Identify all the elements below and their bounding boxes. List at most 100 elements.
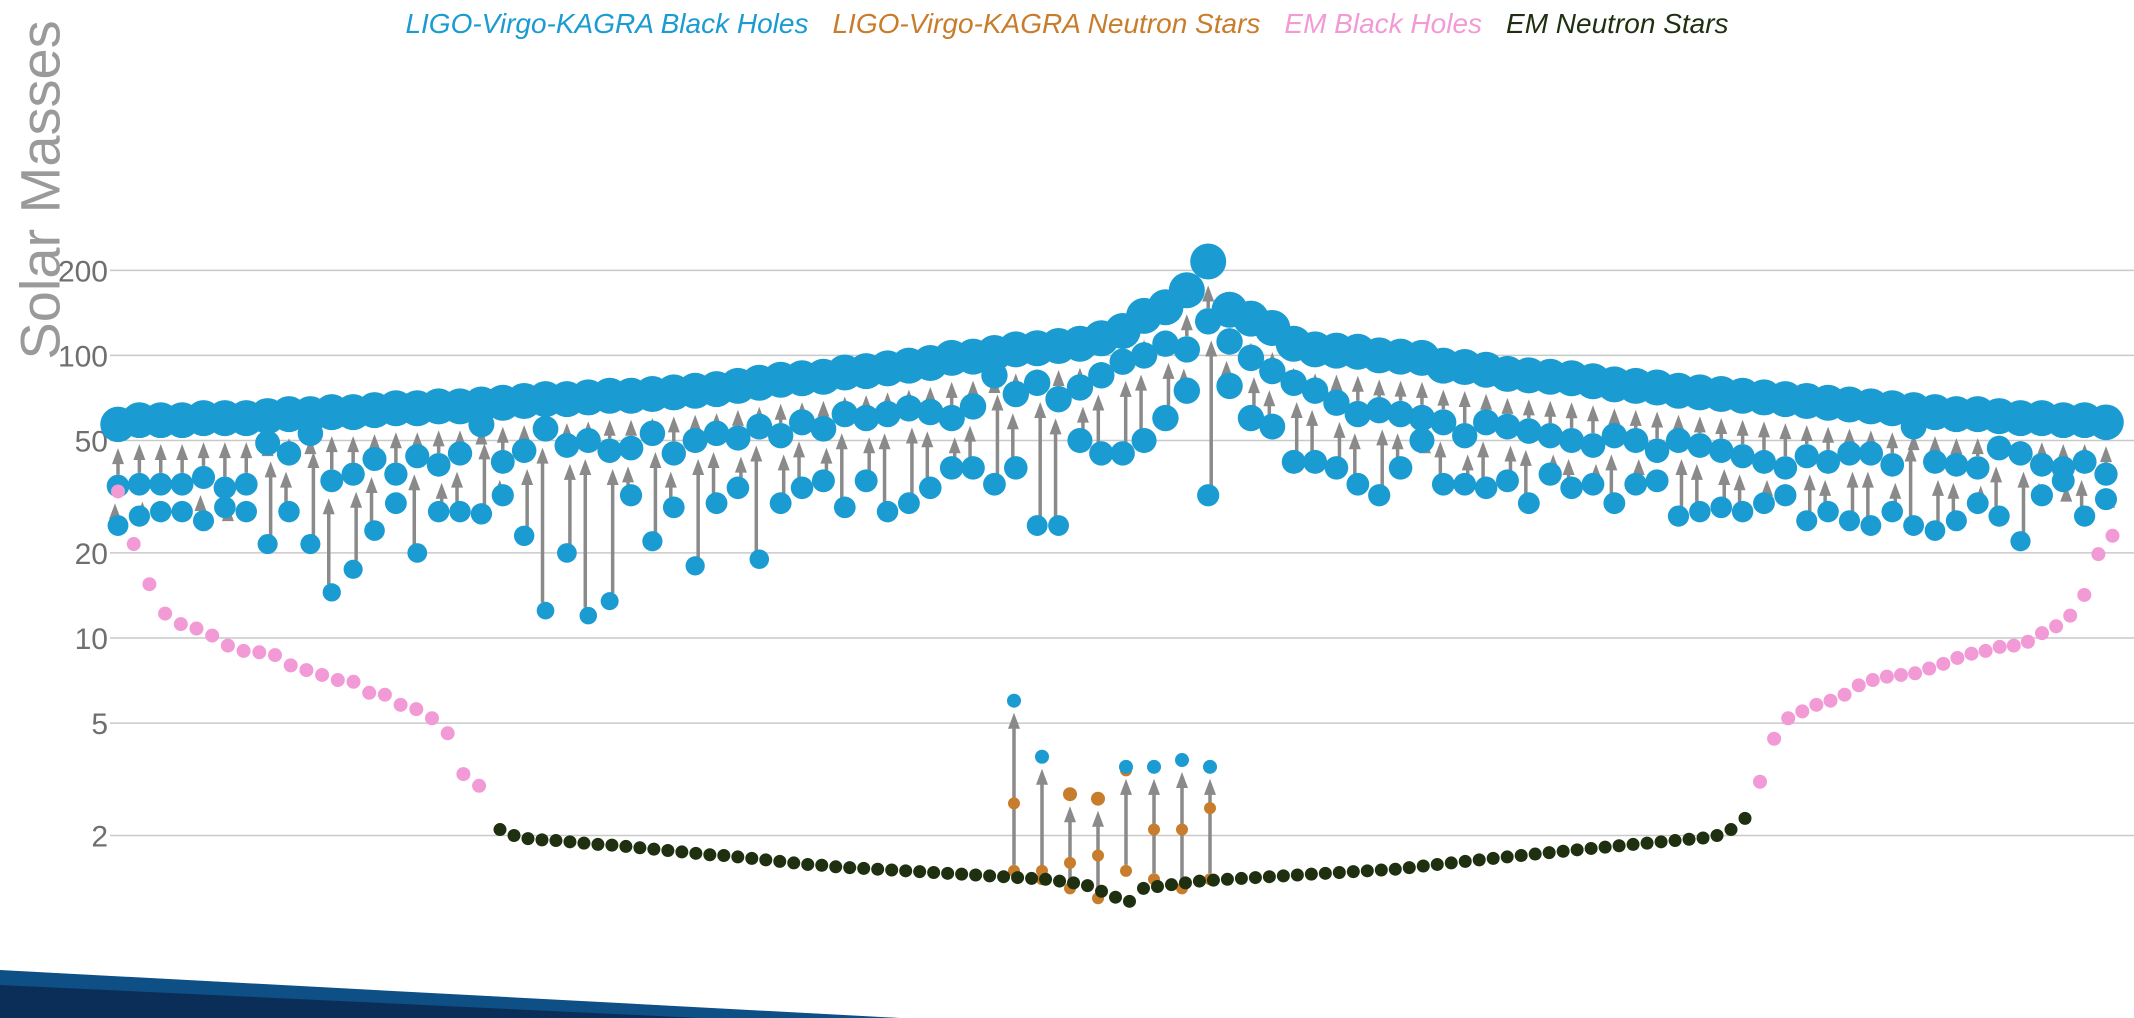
merger-arrow	[1052, 369, 1065, 386]
bh-component-2	[1774, 484, 1797, 507]
bh-component-1	[213, 476, 237, 500]
merger-arrow	[945, 381, 958, 405]
chart-legend: LIGO-Virgo-KAGRA Black Holes LIGO-Virgo-…	[0, 8, 2134, 40]
y-tick-label: 2	[91, 821, 108, 854]
merger-arrow	[625, 419, 638, 436]
bh-component-2	[1624, 472, 1648, 496]
legend-ligo-neutron-stars[interactable]: LIGO-Virgo-KAGRA Neutron Stars	[832, 8, 1261, 39]
bh-component-1	[639, 420, 666, 447]
bh-component-2	[1710, 496, 1733, 519]
bh-component-1	[1109, 348, 1136, 375]
bh-component-2	[1496, 469, 1519, 493]
em-neutron-star	[829, 860, 843, 874]
merger-arrow	[1928, 436, 1941, 453]
merger-arrow	[280, 471, 293, 504]
em-neutron-star	[969, 868, 983, 882]
bh-component-2	[1474, 476, 1498, 500]
bh-component-1	[1816, 449, 1841, 474]
bh-component-1	[1066, 374, 1094, 401]
legend-em-black-holes[interactable]: EM Black Holes	[1284, 8, 1483, 39]
em-neutron-star	[1332, 865, 1346, 879]
bh-component-1	[2072, 449, 2097, 474]
bh-component-2	[705, 492, 728, 515]
bh-component-2	[961, 456, 985, 480]
bh-component-1	[1323, 389, 1350, 416]
em-neutron-star	[927, 865, 941, 879]
merger-arrow	[1822, 426, 1835, 450]
legend-ligo-black-holes[interactable]: LIGO-Virgo-KAGRA Black Holes	[405, 8, 809, 39]
em-black-hole	[1936, 656, 1951, 671]
merger-arrow	[307, 452, 320, 537]
merger-arrow	[1064, 806, 1076, 883]
em-black-hole	[362, 685, 377, 700]
merger-arrow	[365, 477, 378, 523]
merger-arrow	[432, 430, 445, 453]
merger-arrow	[154, 444, 167, 473]
em-neutron-star	[661, 844, 675, 858]
bh-component-2	[1860, 515, 1882, 536]
merger-arrow	[1205, 340, 1218, 488]
em-black-hole	[330, 673, 345, 688]
merger-arrow	[1522, 399, 1535, 419]
em-neutron-star	[1122, 894, 1136, 908]
bh-component-2	[833, 496, 856, 519]
merger-arrow	[793, 441, 806, 480]
em-neutron-star	[1276, 869, 1290, 883]
em-neutron-star	[731, 850, 745, 864]
bh-component-2	[128, 505, 151, 527]
merger-arrow	[1480, 393, 1493, 410]
merger-arrow	[1950, 438, 1963, 455]
bh-component-2	[171, 500, 193, 523]
bh-component-2	[811, 469, 835, 493]
em-black-hole	[409, 702, 424, 717]
merger-arrow	[1904, 445, 1917, 518]
bh-component-2	[557, 543, 577, 563]
merger-arrow	[1675, 458, 1688, 509]
bh-component-2	[769, 492, 792, 515]
bh-component-2	[2094, 488, 2118, 511]
bh-component-1	[1687, 433, 1713, 458]
y-tick-label: 5	[91, 708, 108, 741]
legend-em-neutron-stars[interactable]: EM Neutron Stars	[1506, 8, 1729, 39]
em-neutron-star	[773, 854, 787, 868]
bh-component-2	[662, 496, 685, 519]
em-black-hole	[1809, 697, 1824, 712]
bh-component-1	[1923, 449, 1947, 474]
em-neutron-star	[521, 832, 535, 846]
em-black-hole	[1851, 678, 1866, 693]
bh-component-2	[790, 476, 814, 500]
bh-component-2	[214, 496, 236, 519]
em-neutron-star	[1724, 823, 1738, 837]
bh-component-2	[2073, 505, 2096, 527]
em-neutron-star	[717, 848, 731, 862]
merger-arrow	[1434, 441, 1447, 477]
merger-arrow	[264, 461, 277, 537]
merger-arrow	[1376, 429, 1389, 488]
bh-component-1	[1173, 336, 1201, 363]
footer-band	[0, 967, 1001, 1018]
bh-component-1	[1430, 409, 1457, 436]
bh-component-1	[384, 462, 408, 486]
bh-component-2	[642, 531, 663, 552]
merger-arrow	[603, 419, 616, 439]
merger-arrow	[1394, 380, 1407, 401]
merger-arrow	[967, 380, 980, 397]
ns-remnant	[1147, 759, 1161, 774]
merger-arrow	[2100, 446, 2112, 463]
merger-arrow	[1690, 463, 1703, 504]
bh-component-2	[1388, 456, 1413, 480]
merger-arrow	[1092, 394, 1105, 446]
em-neutron-star	[1486, 851, 1500, 865]
bh-component-1	[1344, 400, 1372, 428]
bh-component-1	[1601, 422, 1628, 449]
bh-component-1	[1387, 400, 1414, 428]
bh-component-1	[362, 446, 387, 472]
bh-component-2	[322, 583, 341, 602]
em-neutron-star	[675, 845, 689, 859]
bh-component-1	[2051, 456, 2076, 480]
em-neutron-star	[591, 837, 605, 851]
bh-component-2	[1173, 377, 1201, 404]
bh-component-2	[1945, 510, 1967, 532]
bh-component-2	[278, 500, 300, 523]
bh-component-2	[579, 606, 598, 625]
